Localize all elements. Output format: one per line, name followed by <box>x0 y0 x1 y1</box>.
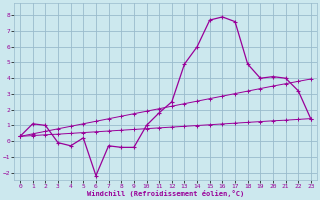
X-axis label: Windchill (Refroidissement éolien,°C): Windchill (Refroidissement éolien,°C) <box>87 190 244 197</box>
